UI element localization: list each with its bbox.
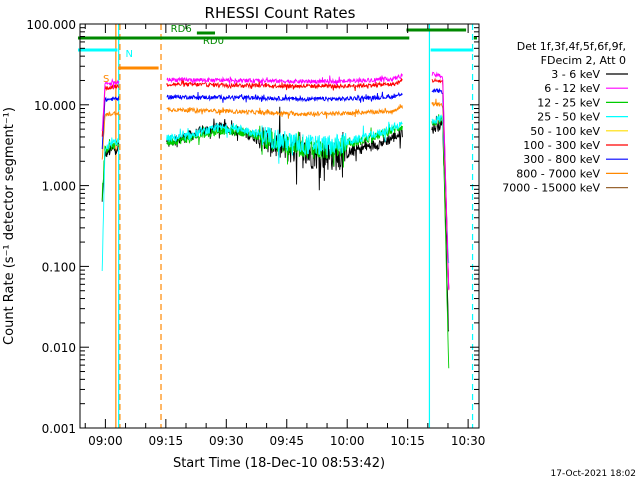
- series-line-6-segment-1: [166, 73, 403, 86]
- overlays: S N RD0 RD6: [77, 24, 477, 85]
- x-tick-label-1: 09:15: [149, 434, 184, 448]
- series-12-25keV: [101, 114, 450, 369]
- legend: Det 1f,3f,4f,5f,6f,9f, FDecim 2, Att 0 3…: [502, 40, 628, 195]
- series-6-12keV: [101, 71, 450, 291]
- x-tick-label-0: 09:00: [88, 434, 123, 448]
- series-line-0-segment-1: [166, 106, 403, 191]
- x-tick-label-5: 10:15: [390, 434, 425, 448]
- legend-entry-label-3: 25 - 50 keV: [537, 111, 600, 124]
- legend-header-line-2: FDecim 2, Att 0: [541, 54, 626, 67]
- state-bar-label-3: RD6: [171, 24, 192, 35]
- legend-entry-label-4: 50 - 100 keV: [530, 125, 600, 138]
- legend-entry-label-0: 3 - 6 keV: [551, 68, 600, 81]
- plot-frame: [79, 23, 480, 429]
- series-line-3-segment-1: [166, 104, 403, 119]
- x-tick-label-2: 09:30: [209, 434, 244, 448]
- series-line-2-segment-1: [166, 121, 403, 164]
- y-tick-label-4: 0.010: [42, 341, 76, 355]
- y-tick-label-1: 10.000: [34, 99, 76, 113]
- y-tick-label-5: 0.001: [42, 422, 76, 436]
- legend-entry-label-5: 100 - 300 keV: [523, 139, 600, 152]
- x-tick-label-4: 10:00: [330, 434, 365, 448]
- y-axis-title: Count Rate (s⁻¹ detector segment⁻¹): [2, 107, 17, 345]
- series-line-5-segment-1: [166, 78, 403, 91]
- series-line-1-segment-2: [431, 114, 450, 369]
- legend-entry-label-1: 6 - 12 keV: [544, 82, 600, 95]
- axes: [79, 23, 480, 429]
- timestamp-stamp: 17-Oct-2021 18:02: [551, 469, 636, 479]
- y-tick-label-3: 0.100: [42, 260, 76, 274]
- x-axis-ticks: 09:00 09:15 09:30 09:45 10:00 10:15 10:30: [84, 24, 486, 448]
- series-300-800keV: [101, 87, 450, 289]
- series-line-4-segment-1: [166, 91, 403, 103]
- series-line-6-segment-0: [101, 78, 120, 132]
- x-axis-title: Start Time (18-Dec-10 08:53:42): [173, 456, 385, 471]
- state-bar-label-1: N: [126, 49, 133, 60]
- legend-entry-label-6: 300 - 800 keV: [523, 153, 600, 166]
- legend-entry-label-2: 12 - 25 keV: [537, 96, 600, 109]
- legend-entry-label-8: 7000 - 15000 keV: [502, 182, 600, 195]
- series-line-4-segment-0: [101, 96, 120, 150]
- plot-area: [101, 24, 474, 428]
- y-axis-ticks: 100.000 10.000 1.000 0.100 0.010 0.001: [26, 18, 479, 436]
- series-line-3-segment-0: [101, 110, 120, 160]
- y-tick-label-0: 100.000: [26, 18, 76, 32]
- legend-header-line-1: Det 1f,3f,4f,5f,6f,9f,: [517, 40, 626, 53]
- series-line-2-segment-0: [101, 137, 120, 272]
- legend-entry-label-7: 800 - 7000 keV: [516, 167, 600, 180]
- x-tick-label-3: 09:45: [269, 434, 304, 448]
- state-bar-label-2: RD0: [203, 36, 224, 47]
- chart-title: RHESSI Count Rates: [205, 4, 356, 22]
- state-bar-label-0: S: [103, 74, 109, 85]
- series-line-6-segment-2: [431, 71, 450, 291]
- y-tick-label-2: 1.000: [42, 180, 76, 194]
- x-tick-label-6: 10:30: [451, 434, 486, 448]
